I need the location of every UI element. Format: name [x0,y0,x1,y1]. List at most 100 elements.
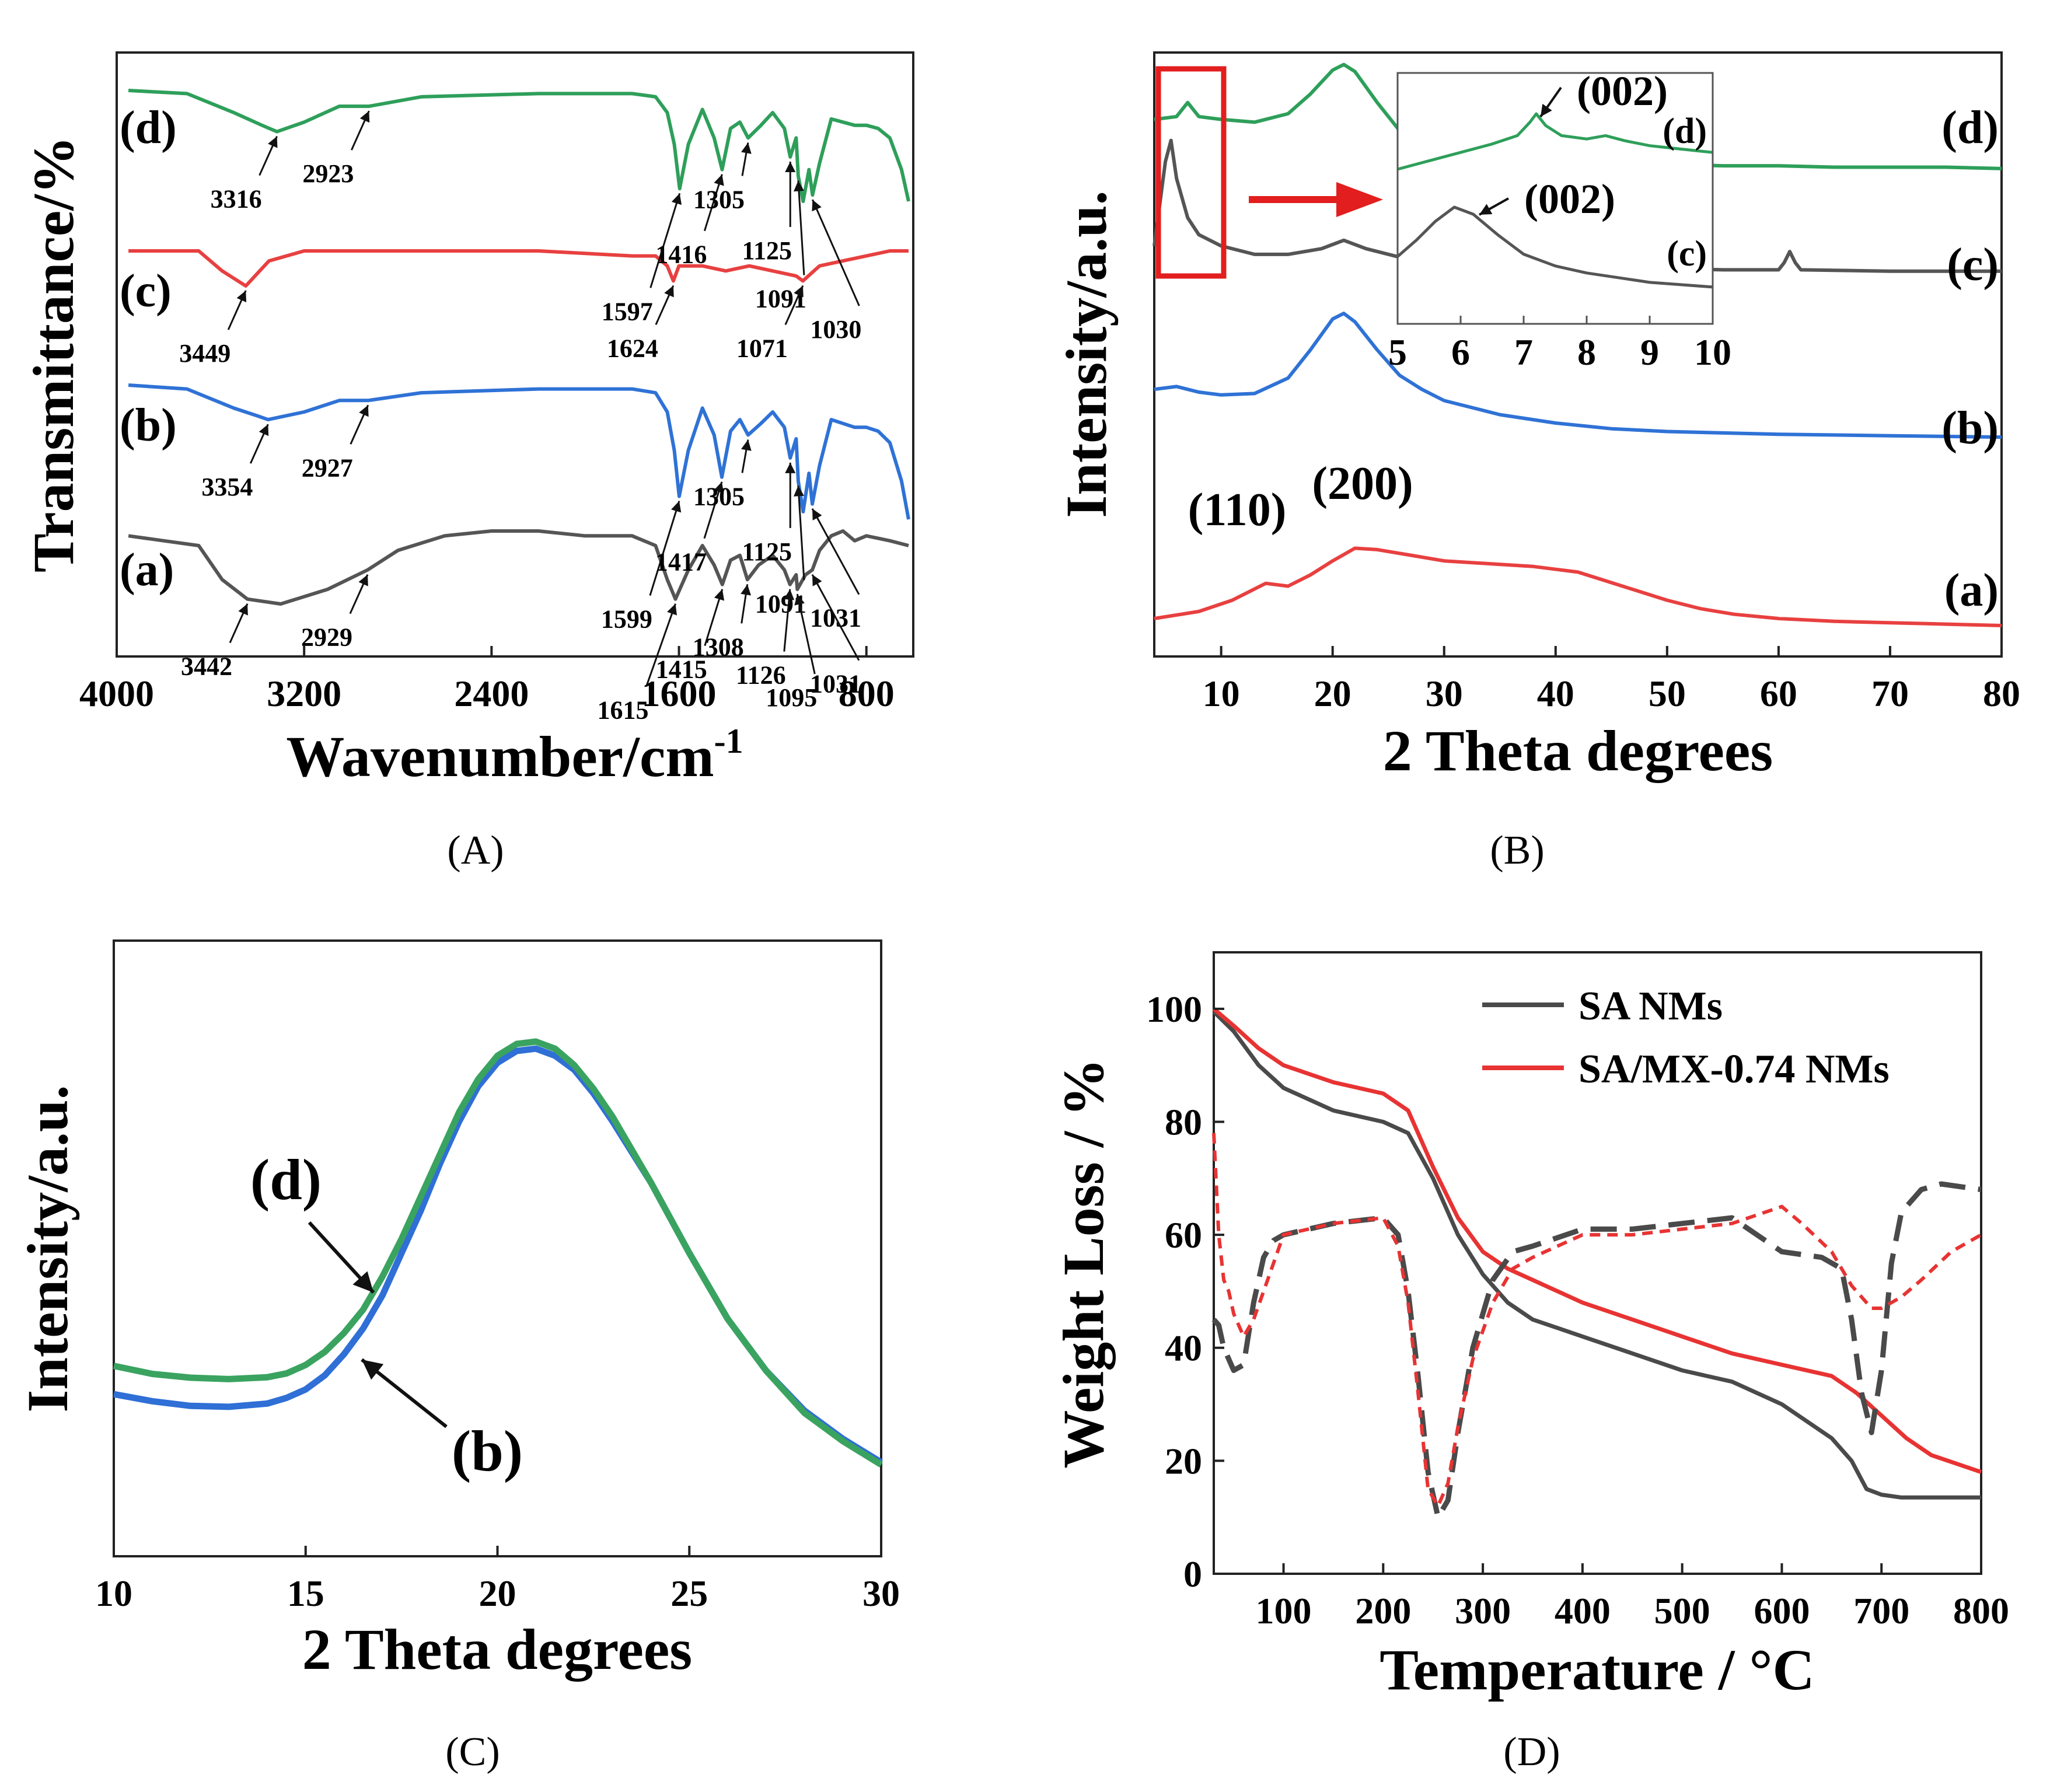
panel-d-y-tick-label-1: 20 [1165,1440,1202,1482]
panel-d-x-tick-label-0: 100 [1256,1590,1312,1632]
panel-a-annotation-0: 3316 [211,185,262,214]
panel-a-annotation-arrow-5-head [785,162,796,172]
panel-c-x-tick-label-0: 10 [95,1573,132,1614]
panel-a-annotation-23: 1308 [693,633,744,661]
panel-d-legend-label-0: SA NMs [1578,984,1723,1029]
panel-a-annotation-arrow-18-shaft [811,508,860,595]
panel-a-annotation-arrow-2 [649,193,682,288]
panel-d-x-tick-label-5: 600 [1754,1590,1810,1632]
panel-a-annotation-9: 1624 [607,334,658,362]
panel-c-curve-label-d: (d) [250,1147,322,1212]
panel-a-annotation-arrow-25-shaft [796,593,816,675]
panel-b-x-axis: 10 20 30 40 50 60 70 80 [1203,646,2020,714]
panel-d-series-group [1211,1007,1982,1520]
panel-a-x-axis-title: Wavenumber/cm-1 [286,722,743,789]
panel-a-annotation-arrow-14 [703,481,724,539]
panel-a-annotation-arrow-8-head [236,291,247,303]
panel-c-label: (C) [445,1730,500,1774]
panel-a-annotation-arrow-3 [703,174,724,232]
panel-a-annotation-arrow-23 [741,584,752,624]
panel-d-x-tick-label-3: 400 [1555,1590,1611,1632]
panel-a-annotation-arrow-17-shaft [797,485,805,581]
panel-c-series-d [113,1038,883,1468]
panel-a-annotation-arrow-2-head [671,193,682,205]
panel-a-annotation-25: 1095 [766,683,817,712]
panel-a-annotation-arrow-18 [811,508,860,595]
panel-b: (d) (c) (002) (002) 5 6 7 8 9 10 (d) (c) (b) (a) (11… [1054,51,2020,873]
panel-a-annotation-arrow-6-head [794,180,804,192]
panel-c-x-tick-label-3: 25 [670,1573,708,1614]
panel-b-series-a [1154,546,2002,627]
panel-a-annotation-arrow-25-head [794,594,805,606]
panel-b-inset-x-tick-label-4: 9 [1640,331,1659,373]
panel-b-series-d [1154,62,2002,170]
panel-c-x-tick-label-1: 15 [287,1573,324,1614]
panel-a-annotation-arrow-20-head [358,574,368,586]
panel-a-curve-label-a: (a) [120,544,174,596]
panel-c-arrow-b [361,1358,448,1428]
panel-a-annotation-arrow-18-head [812,508,822,521]
panel-b-red-arrow-head [1336,182,1383,217]
panel-b-curve-label-d: (d) [1941,102,1999,153]
panel-d-y-tick-label-2: 40 [1165,1328,1202,1369]
panel-d-x-tick-label-2: 300 [1455,1590,1511,1632]
panel-a-annotation-20: 2929 [301,623,352,652]
panel-b-inset-curve-label-c: (c) [1667,234,1707,274]
panel-a-annotation-arrow-26-shaft [811,574,860,661]
panel-b-x-tick-label-5: 60 [1760,673,1797,714]
panel-a-annotation-arrow-7-shaft [811,199,860,306]
panel-c-arrow-b-head [362,1360,384,1380]
panel-d-frame [1213,951,1982,1575]
panel-a-annotation-11: 3354 [201,473,253,501]
panel-a-annotation-arrow-0-head [268,136,278,148]
panel-a-annotation-arrow-22-head [714,589,725,601]
panel-b-inset-arrow-c [1479,197,1509,216]
panel-a-series-b [128,383,910,520]
panel-d-x-axis-title: Temperature / °C [1380,1637,1814,1702]
panel-a-annotation-arrow-3-head [714,174,724,186]
panel-b-inset-peak-label-c: (002) [1524,176,1615,222]
panel-c-x-tick-label-4: 30 [862,1573,900,1614]
panel-a-annotation-arrow-17-head [794,485,804,497]
panel-a-series-c [128,249,909,288]
panel-a-annotation-arrow-1-head [359,111,370,123]
panel-a-x-tick-label-1: 3200 [267,673,341,714]
panel-d-x-tick-label-1: 200 [1355,1590,1411,1632]
panel-b-inset-x-tick-label-0: 5 [1388,331,1407,373]
panel-b-curve-label-a: (a) [1944,565,1999,616]
panel-c-x-tick-label-2: 20 [479,1573,516,1614]
panel-b-series-b [1154,312,2002,439]
panel-a-x-tick-label-0: 4000 [79,673,154,714]
panel-b-x-tick-label-3: 40 [1537,673,1574,714]
panel-a-annotation-arrow-12-head [359,405,369,417]
panel-a-annotation-arrow-6-shaft [797,180,805,275]
panel-a-y-axis-title: Transmittance/% [21,136,86,572]
panel-c-arrow-d-head [352,1271,373,1293]
panel-a-annotation-arrow-21-shaft [645,603,676,687]
panel-a-x-tick-label-3: 1600 [642,673,717,714]
panel-b-inset-peak-label-d: (002) [1577,68,1668,114]
panel-a-annotation-19: 3442 [181,652,232,681]
panel-b-peak-label-200: (200) [1312,458,1413,509]
panel-a-series-a [128,529,909,606]
panel-a-series-group [128,89,910,606]
panel-a-annotation-14: 1417 [655,548,707,577]
panel-d-series-sa-mx-nms-dtg [1212,1133,1982,1508]
panel-a-frame [116,51,914,658]
panel-a-annotation-arrow-13-head [671,501,682,513]
panel-a-x-axis-title-main: Wavenumber/cm [286,724,714,789]
panel-a-annotation-arrow-16-head [785,462,796,473]
panel-a-annotation-arrow-13-shaft [649,501,680,596]
panel-b-inset-series-c [1396,205,1713,289]
panel-a-annotation-arrow-1 [351,110,370,151]
panel-a-annotation-arrow-21 [645,603,677,687]
panel-a-x-tick-label-4: 800 [839,673,895,714]
panel-a-annotation-arrow-10 [784,285,804,326]
panel-b-inset-series-d [1397,112,1713,171]
panel-a-annotation-arrow-4-head [741,142,752,154]
panel-a-annotation-arrow-7 [811,199,860,306]
panel-d-y-axis-title: Weight Loss / % [1051,1059,1116,1469]
